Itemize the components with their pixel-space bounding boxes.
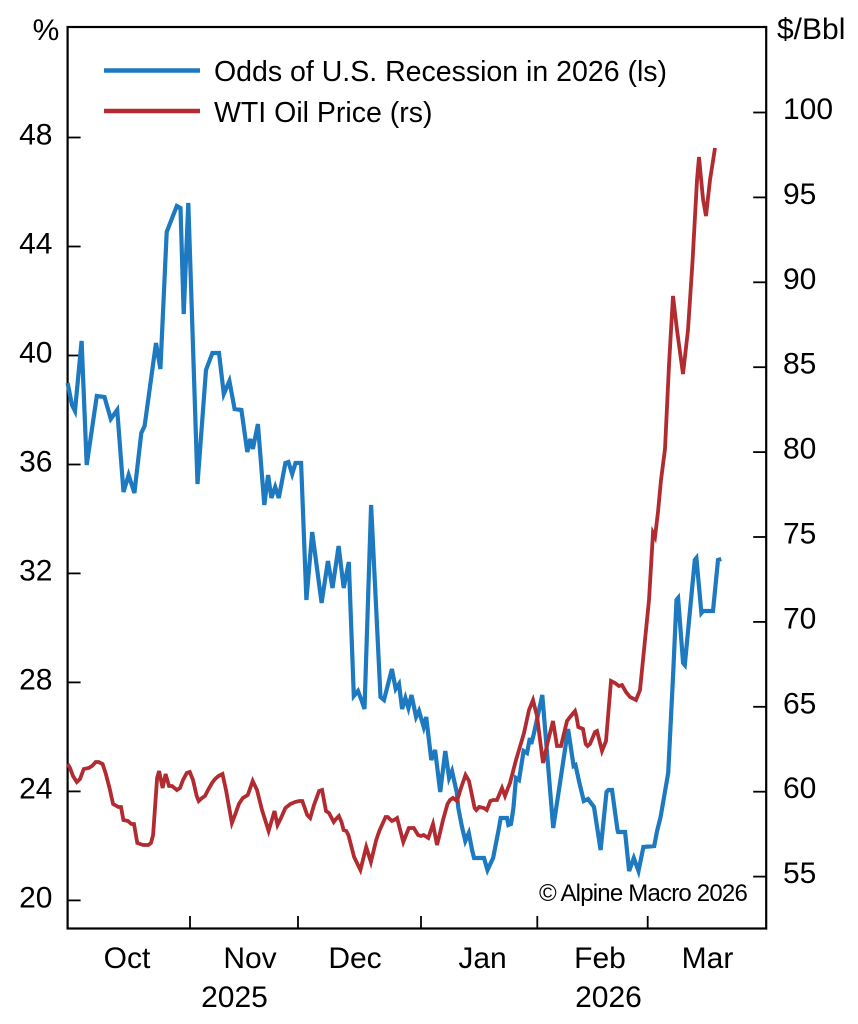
svg-text:40: 40 (19, 337, 52, 370)
svg-text:28: 28 (19, 663, 52, 696)
svg-text:Oct: Oct (104, 942, 151, 975)
svg-text:36: 36 (19, 446, 52, 479)
svg-text:Odds of U.S. Recession in 2026: Odds of U.S. Recession in 2026 (ls) (214, 56, 667, 88)
svg-text:WTI Oil Price (rs): WTI Oil Price (rs) (214, 97, 432, 129)
svg-text:60: 60 (783, 772, 816, 805)
svg-text:100: 100 (783, 93, 833, 126)
svg-text:48: 48 (19, 119, 52, 152)
svg-text:95: 95 (783, 178, 816, 211)
svg-text:© Alpine Macro 2026: © Alpine Macro 2026 (539, 880, 747, 907)
svg-text:75: 75 (783, 518, 816, 551)
svg-text:%: % (33, 14, 60, 47)
svg-text:Nov: Nov (223, 942, 276, 975)
svg-text:2026: 2026 (575, 981, 642, 1014)
svg-text:Jan: Jan (458, 942, 506, 975)
svg-text:24: 24 (19, 772, 52, 805)
svg-text:Mar: Mar (682, 942, 734, 975)
svg-text:Feb: Feb (574, 942, 626, 975)
svg-text:70: 70 (783, 602, 816, 635)
svg-text:55: 55 (783, 857, 816, 890)
svg-text:44: 44 (19, 228, 52, 261)
svg-text:Dec: Dec (328, 942, 381, 975)
svg-text:32: 32 (19, 554, 52, 587)
svg-text:90: 90 (783, 263, 816, 296)
svg-text:80: 80 (783, 433, 816, 466)
svg-text:65: 65 (783, 687, 816, 720)
svg-text:2025: 2025 (201, 981, 268, 1014)
svg-text:85: 85 (783, 348, 816, 381)
svg-text:$/Bbl: $/Bbl (777, 13, 845, 46)
svg-text:20: 20 (19, 881, 52, 914)
